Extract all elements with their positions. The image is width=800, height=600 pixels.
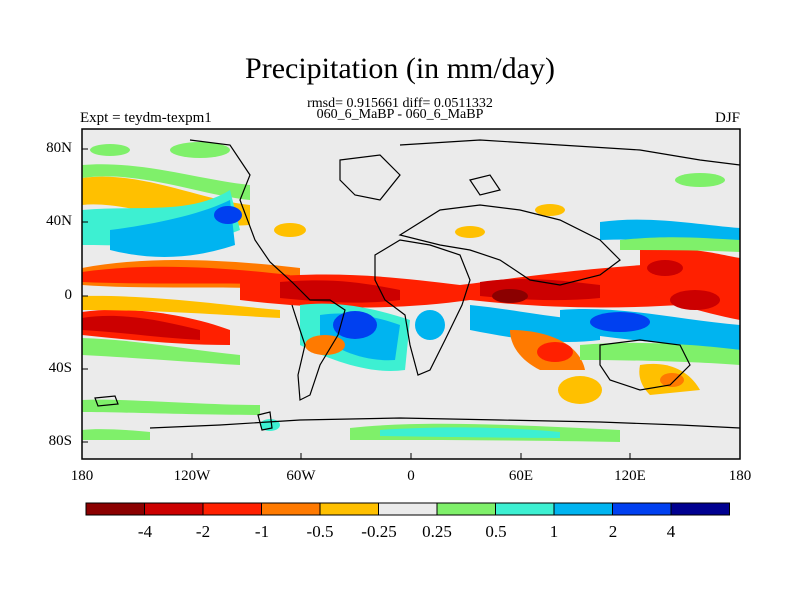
lon-label-180w: 180: [70, 468, 94, 484]
lat-label-40n: 40N: [46, 213, 72, 229]
subtitle: 060_6_MaBP - 060_6_MaBP: [316, 107, 484, 122]
colorbar-label: 0.5: [485, 522, 507, 541]
lon-label-60e: 60E: [508, 468, 534, 484]
lon-label-120e: 120E: [614, 468, 646, 484]
colorbar-swatch: [378, 502, 438, 516]
stats-line: rmsd= 0.915661 diff= 0.0511332: [307, 96, 493, 111]
colorbar-label: 1: [549, 522, 559, 541]
colorbar-label: 4: [666, 522, 676, 541]
lon-label-0: 0: [407, 468, 415, 484]
lat-label-80s: 80S: [48, 433, 72, 449]
colorbar: [85, 502, 730, 516]
precip-field: [82, 129, 740, 459]
colorbar-swatch: [85, 502, 145, 516]
colorbar-swatch: [319, 502, 379, 516]
lon-label-180e: 180: [728, 468, 752, 484]
experiment-label: Expt = teydm-texpm1: [80, 110, 212, 126]
coastlines: [94, 139, 740, 431]
colorbar-label: -1: [254, 522, 270, 541]
colorbar-swatch: [202, 502, 262, 516]
colorbar-swatch: [144, 502, 204, 516]
colorbar-swatch: [553, 502, 613, 516]
colorbar-label: -0.5: [306, 522, 334, 541]
colorbar-swatch: [612, 502, 672, 516]
plot-title: Precipitation (in mm/day): [245, 52, 555, 85]
lon-label-60w: 60W: [286, 468, 316, 484]
colorbar-label: -0.25: [361, 522, 397, 541]
colorbar-label: -2: [195, 522, 211, 541]
lat-label-40s: 40S: [48, 360, 72, 376]
colorbar-swatch: [670, 502, 730, 516]
colorbar-swatch: [436, 502, 496, 516]
lon-label-120w: 120W: [173, 468, 211, 484]
colorbar-label: 0.25: [422, 522, 452, 541]
season-label: DJF: [714, 110, 740, 126]
lat-label-0: 0: [64, 287, 73, 303]
colorbar-label: -4: [137, 522, 153, 541]
colorbar-label: 2: [608, 522, 618, 541]
axis-ticks: [82, 148, 631, 459]
colorbar-swatch: [261, 502, 321, 516]
lat-label-80n: 80N: [46, 140, 72, 156]
colorbar-swatch: [495, 502, 555, 516]
